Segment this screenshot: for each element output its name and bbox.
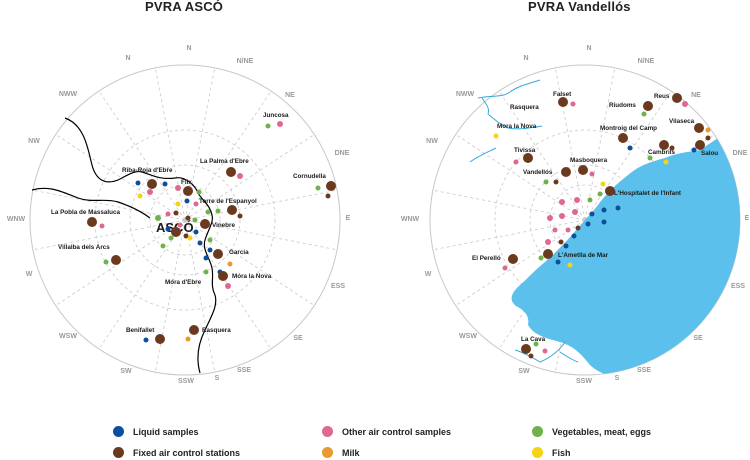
asco-dir-sse: SSE xyxy=(237,367,251,374)
asco-river-west xyxy=(31,187,151,219)
vand-place-reus: Reus xyxy=(654,93,670,100)
vand-place-vilaseca: Vilaseca xyxy=(669,118,695,125)
vand-place-rasquera: Rasquera xyxy=(510,104,539,111)
asco-place-cornudella: Cornudella xyxy=(293,173,326,180)
asco-map: ASCÓ N N/NE NE DNE E ESS SE SSE S SSW SW… xyxy=(7,45,351,385)
asco-map-title: PVRA ASCÓ xyxy=(145,0,224,14)
legend-dot-fixed-air xyxy=(113,447,124,458)
vandellos-map-title: PVRA Vandellós xyxy=(528,0,631,14)
asco-dir-n2: N xyxy=(125,55,130,62)
vand-dir-w: W xyxy=(425,271,432,278)
vand-place-tivissa: Tivissa xyxy=(514,147,536,154)
vand-markers xyxy=(493,93,711,359)
legend-label-milk: Milk xyxy=(342,447,360,458)
asco-place-mora-debre: Móra d'Ebre xyxy=(165,279,202,286)
legend-label-liquid: Liquid samples xyxy=(133,426,199,437)
vand-dir-dne: DNE xyxy=(733,150,748,157)
asco-dir-s: S xyxy=(215,375,220,382)
asco-dir-nww: NWW xyxy=(59,91,78,98)
asco-dir-ssw: SSW xyxy=(178,378,194,385)
legend-item-liquid: Liquid samples xyxy=(113,426,199,437)
vand-place-hospitalet: L'Hospitalet de l'Infant xyxy=(614,190,682,197)
asco-place-rasquera: Rasquera xyxy=(202,327,231,334)
vand-dir-nww: NWW xyxy=(456,91,475,98)
vand-dir-ssw: SSW xyxy=(576,378,592,385)
vand-river-sw xyxy=(469,147,497,163)
asco-place-vinebre: Vinebre xyxy=(212,222,235,229)
asco-dir-nne: N/NE xyxy=(237,58,254,65)
asco-dir-dne: DNE xyxy=(335,150,350,157)
vand-river-west xyxy=(481,97,543,130)
vand-river-north xyxy=(477,79,541,99)
legend: Liquid samples Other air control samples… xyxy=(0,423,750,460)
asco-place-flix: Flix xyxy=(181,179,192,186)
vand-sea xyxy=(511,110,740,375)
asco-dir-wnw: WNW xyxy=(7,216,26,223)
legend-dot-vegetables xyxy=(532,426,543,437)
vand-dir-sse: SSE xyxy=(637,367,651,374)
vand-place-falset: Falset xyxy=(553,91,572,98)
vand-place-cambrils: Cambrils xyxy=(648,149,675,156)
asco-place-torre: Torre de l'Espanyol xyxy=(199,198,257,205)
vand-dir-nne: N/NE xyxy=(638,58,655,65)
asco-dir-n: N xyxy=(186,45,191,52)
asco-markers xyxy=(87,121,336,344)
vand-place-riudoms: Riudoms xyxy=(609,102,636,109)
vand-dir-ess: ESS xyxy=(731,283,745,290)
legend-label-vegetables: Vegetables, meat, eggs xyxy=(552,426,652,437)
legend-dot-milk xyxy=(322,447,333,458)
vand-place-masboquera: Masboquera xyxy=(570,157,608,164)
maps-canvas: ASCÓ N N/NE NE DNE E ESS SE SSE S SSW SW… xyxy=(7,45,750,385)
asco-dir-ess: ESS xyxy=(331,283,345,290)
legend-item-fish: Fish xyxy=(532,447,571,458)
vand-place-salou: Salou xyxy=(701,150,718,157)
vand-place-la-cava: La Cava xyxy=(521,336,546,343)
vand-dir-ne: NE xyxy=(691,92,701,99)
vand-dir-n2: N xyxy=(523,55,528,62)
legend-dot-liquid xyxy=(113,426,124,437)
asco-dir-nw: NW xyxy=(28,138,40,145)
asco-river xyxy=(64,117,217,374)
asco-dir-w: W xyxy=(26,271,33,278)
vand-dir-s: S xyxy=(615,375,620,382)
vand-place-montroig: Montroig del Camp xyxy=(600,125,657,132)
asco-place-juncosa: Juncosa xyxy=(263,112,289,119)
legend-label-other-air: Other air control samples xyxy=(342,426,452,437)
asco-place-la-palma: La Palma d'Ebre xyxy=(200,158,249,165)
asco-place-villalba: Villalba dels Arcs xyxy=(58,244,110,251)
legend-item-fixed-air: Fixed air control stations xyxy=(113,447,240,458)
vand-dir-e: E xyxy=(745,215,750,222)
asco-dir-ne: NE xyxy=(285,92,295,99)
asco-dir-e: E xyxy=(346,215,351,222)
vand-dir-wnw: WNW xyxy=(401,216,420,223)
asco-dir-wsw: WSW xyxy=(59,333,77,340)
vand-dir-nw: NW xyxy=(426,138,438,145)
asco-dir-se: SE xyxy=(293,335,303,342)
vand-place-perello: El Perelló xyxy=(472,255,501,262)
legend-dot-other-air xyxy=(322,426,333,437)
vand-dir-wsw: WSW xyxy=(459,333,477,340)
asco-outer-ring xyxy=(29,64,341,376)
legend-label-fish: Fish xyxy=(552,447,571,458)
vand-place-ametlla: L'Ametlla de Mar xyxy=(558,252,609,259)
legend-item-milk: Milk xyxy=(322,447,360,458)
asco-place-pobla: La Pobla de Massaluca xyxy=(51,209,120,216)
vand-river-s xyxy=(514,341,566,363)
vandellos-map: N N/NE NE DNE E ESS SE SSE S SSW SW WSW … xyxy=(401,45,750,385)
vand-river-se xyxy=(559,351,579,363)
vand-place-vandellos: Vandellós xyxy=(523,169,553,176)
legend-dot-fish xyxy=(532,447,543,458)
vand-dir-sw: SW xyxy=(518,368,530,375)
asco-dir-sw: SW xyxy=(120,368,132,375)
vand-dir-n: N xyxy=(586,45,591,52)
vand-place-mora-nova: Mora la Nova xyxy=(497,123,537,130)
legend-item-other-air: Other air control samples xyxy=(322,426,451,437)
vand-dir-se: SE xyxy=(693,335,703,342)
legend-item-vegetables: Vegetables, meat, eggs xyxy=(532,426,651,437)
asco-place-riba-roja: Riba-Roja d'Ebre xyxy=(122,167,173,174)
asco-place-garcia: Garcia xyxy=(229,249,249,256)
legend-label-fixed-air: Fixed air control stations xyxy=(133,447,241,458)
asco-place-benifallet: Benifallet xyxy=(126,327,155,334)
asco-place-mora-nova: Móra la Nova xyxy=(232,273,272,280)
